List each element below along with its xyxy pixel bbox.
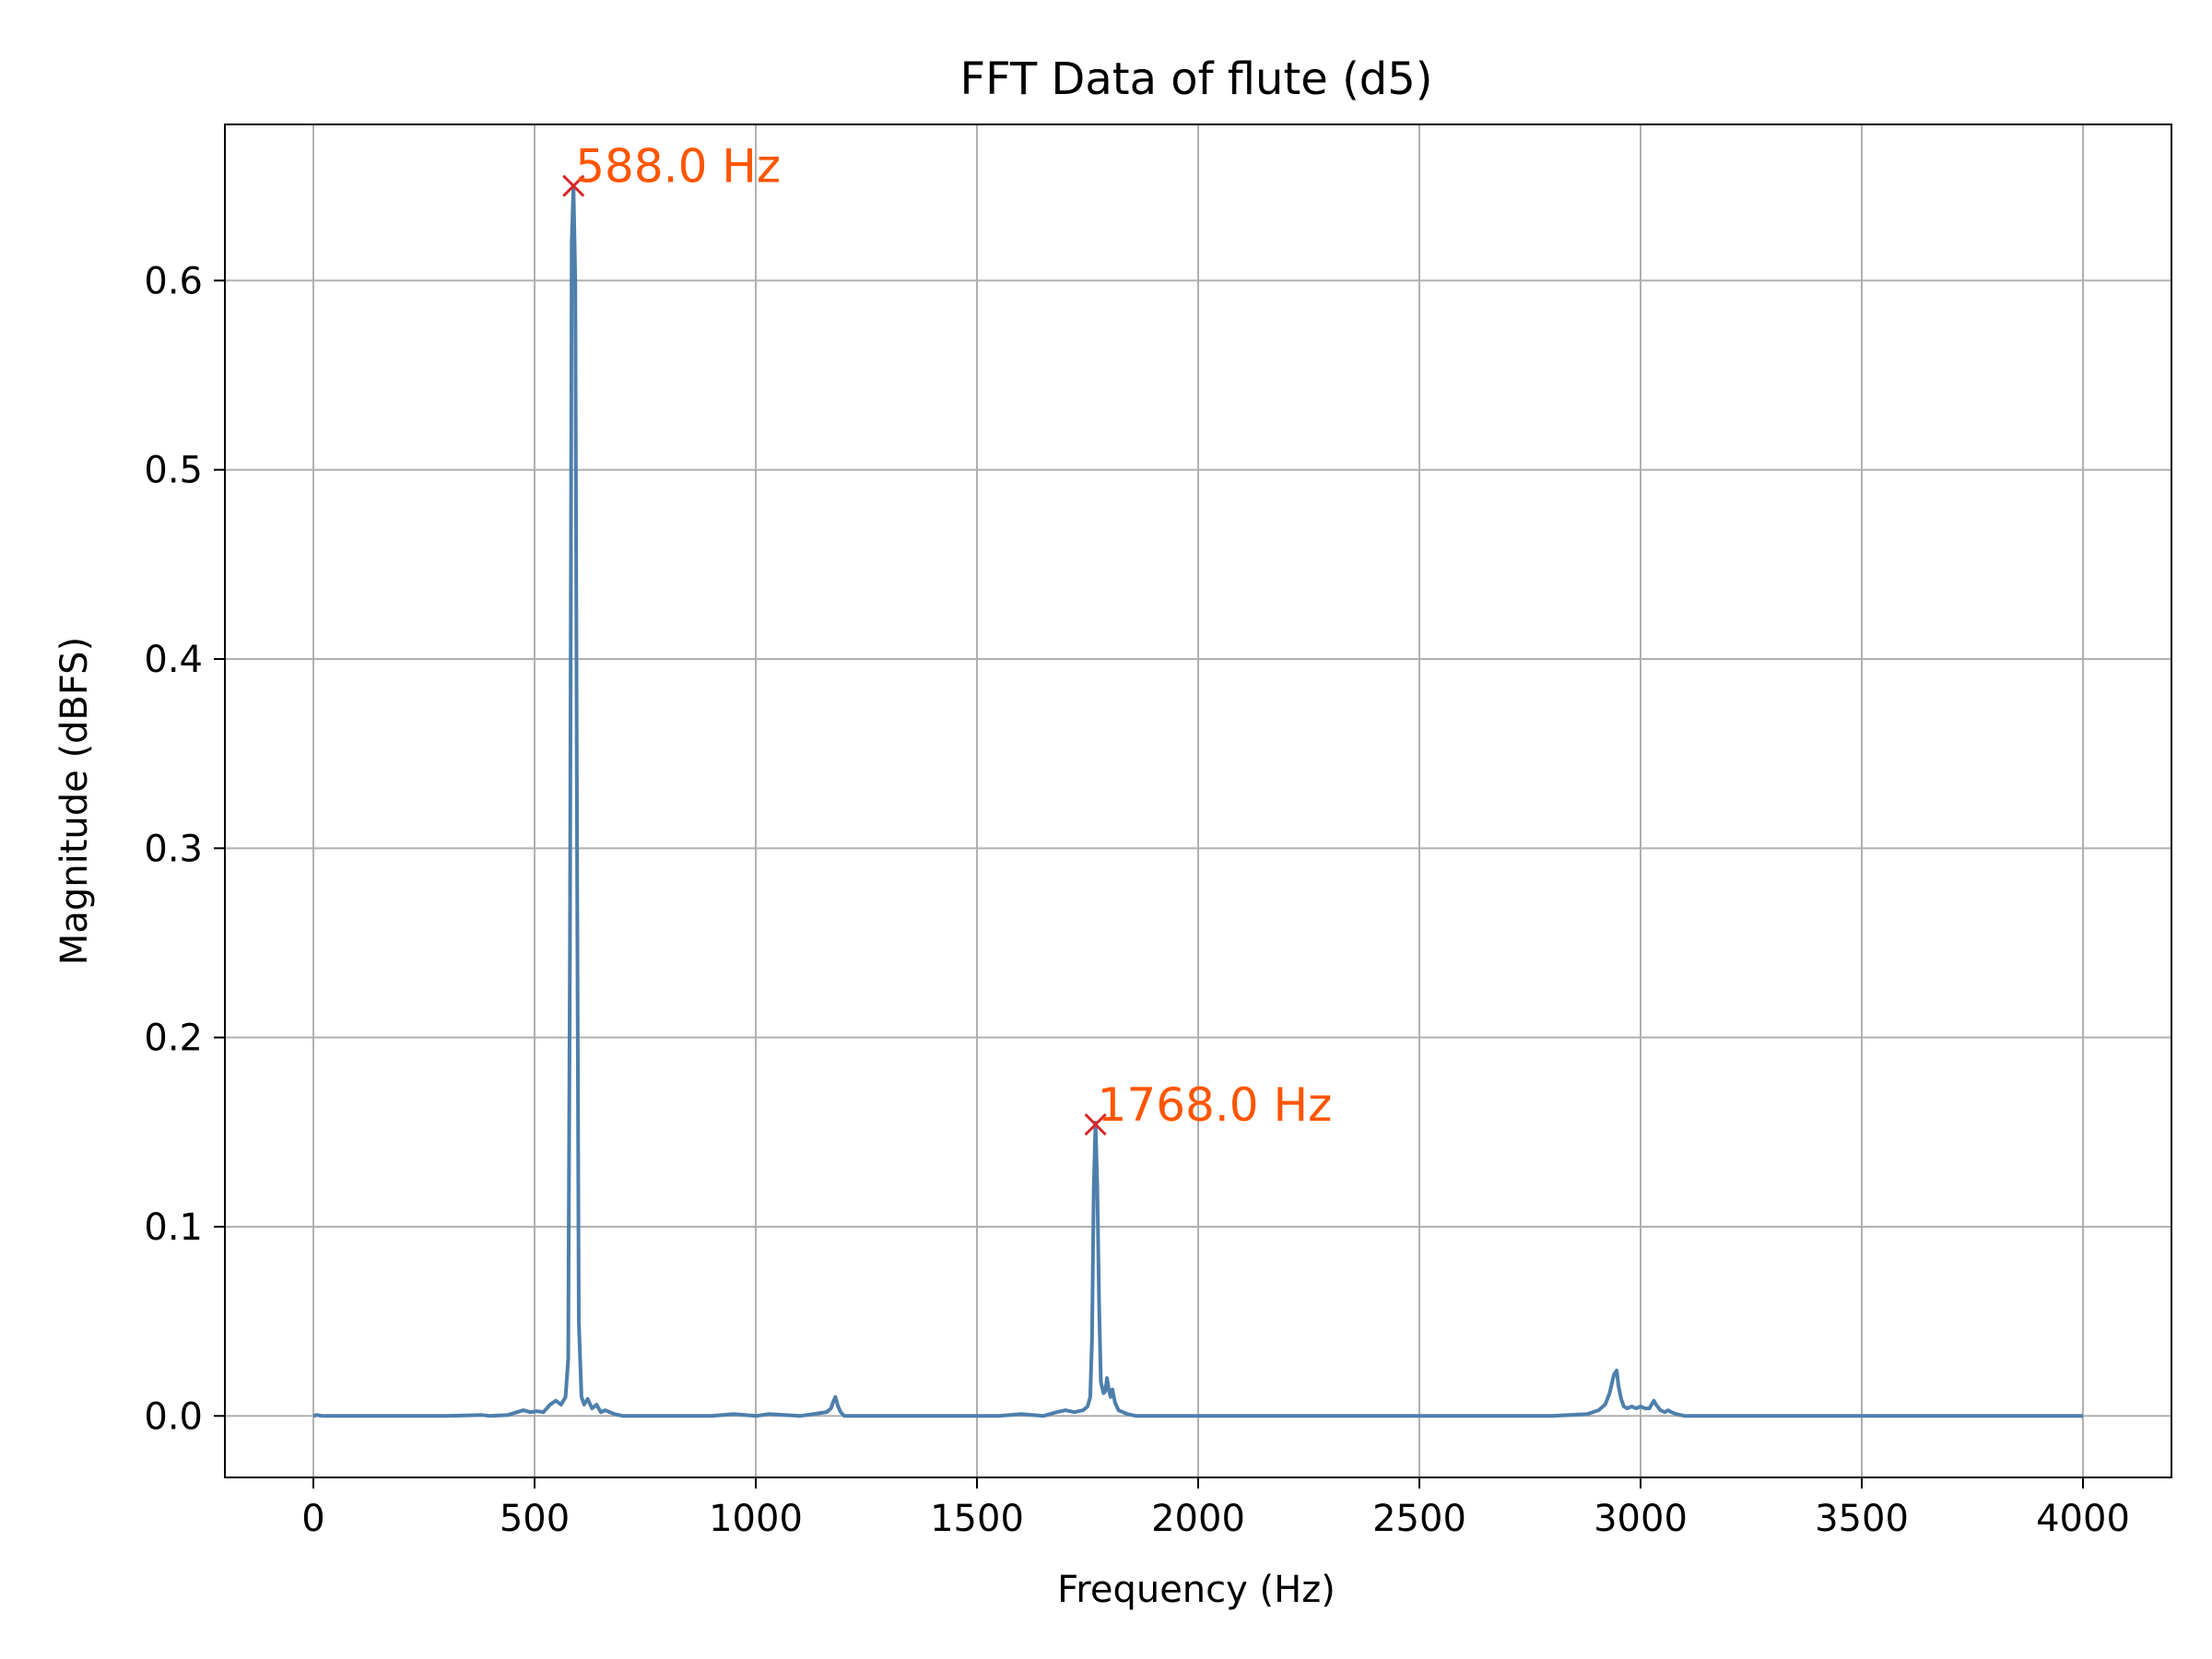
x-tick-label: 3000 (1594, 1498, 1688, 1540)
x-tick-label: 1500 (930, 1498, 1024, 1540)
peak-label: 588.0 Hz (575, 140, 781, 194)
y-tick-label: 0.2 (144, 1018, 203, 1060)
x-axis: 0 500 1000 1500 2000 2500 3000 3500 4000 (301, 1477, 2130, 1540)
y-axis: 0.0 0.1 0.2 0.3 0.4 0.5 0.6 (144, 260, 225, 1438)
peak-marker (1084, 1113, 1107, 1136)
x-tick-label: 2000 (1151, 1498, 1245, 1540)
y-tick-label: 0.1 (144, 1206, 203, 1249)
grid (225, 124, 2171, 1477)
y-tick-label: 0.0 (144, 1395, 203, 1438)
x-tick-label: 500 (500, 1498, 570, 1540)
x-tick-label: 0 (301, 1498, 324, 1540)
x-tick-label: 4000 (2036, 1498, 2130, 1540)
x-tick-label: 3500 (1815, 1498, 1909, 1540)
y-tick-label: 0.3 (144, 828, 203, 870)
x-tick-label: 1000 (709, 1498, 803, 1540)
spectrum-line (312, 183, 2083, 1418)
y-tick-label: 0.6 (144, 260, 203, 302)
y-tick-label: 0.5 (144, 450, 203, 492)
peak-layer: 588.0 Hz 1768.0 Hz (562, 140, 1333, 1136)
peak-marker (562, 174, 585, 197)
series-layer (312, 183, 2083, 1418)
chart-title: FFT Data of flute (d5) (959, 53, 1432, 105)
x-axis-label: Frequency (Hz) (1057, 1569, 1335, 1611)
peak-label: 1768.0 Hz (1098, 1078, 1333, 1132)
x-tick-label: 2500 (1372, 1498, 1466, 1540)
y-axis-label: Magnitude (dBFS) (53, 637, 96, 965)
peak-marker-stroke (562, 174, 585, 197)
peak-marker-stroke (1084, 1113, 1107, 1136)
y-tick-label: 0.4 (144, 639, 203, 681)
